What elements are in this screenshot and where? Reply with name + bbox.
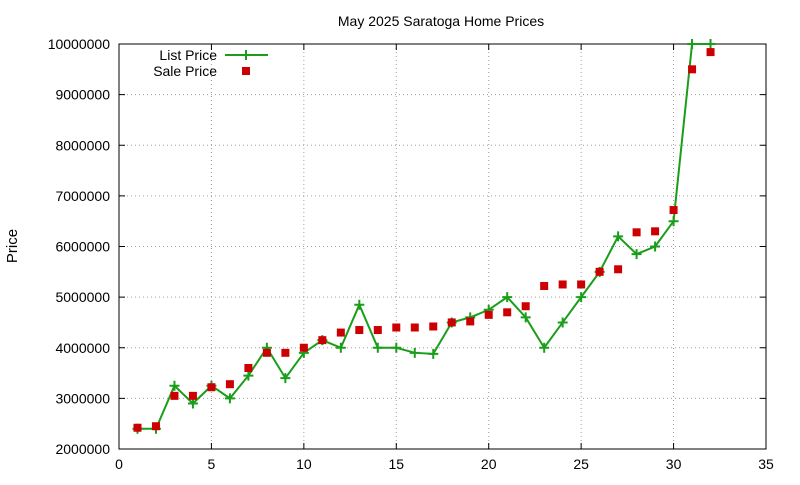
y-tick-label-7: 9000000 bbox=[55, 87, 110, 103]
list-price-point-2 bbox=[169, 380, 180, 391]
sale-price-point-10 bbox=[318, 336, 327, 345]
tick-labels: 0 5 10 15 20 25 30 35 2000000 3000000 4000000 50000… bbox=[48, 36, 774, 472]
list-price-point-23 bbox=[557, 317, 568, 328]
list-price-point-13 bbox=[372, 342, 383, 353]
sale-price-point-1 bbox=[151, 422, 160, 431]
sale-price-point-4 bbox=[207, 383, 216, 392]
x-tick-label-5: 25 bbox=[573, 456, 589, 472]
series-line-list-price bbox=[137, 43, 711, 430]
list-price-point-12 bbox=[354, 299, 365, 310]
x-tick-label-2: 10 bbox=[296, 456, 312, 472]
y-tick-label-6: 8000000 bbox=[55, 137, 110, 153]
sale-price-point-17 bbox=[447, 318, 456, 327]
sale-price-point-0 bbox=[133, 423, 142, 432]
list-price-point-11 bbox=[335, 342, 346, 353]
list-price-point-21 bbox=[520, 312, 531, 323]
sale-price-point-30 bbox=[688, 65, 697, 74]
list-price-point-8 bbox=[280, 373, 291, 384]
sale-price-point-7 bbox=[262, 348, 271, 357]
y-axis-label: Price bbox=[4, 229, 21, 263]
legend-sample-sale-price-marker bbox=[242, 67, 250, 75]
x-tick-label-1: 5 bbox=[208, 456, 216, 472]
list-price-point-24 bbox=[576, 292, 587, 303]
sale-price-point-24 bbox=[577, 280, 586, 289]
sale-price-point-14 bbox=[392, 323, 401, 332]
y-tick-label-5: 7000000 bbox=[55, 188, 110, 204]
list-price-point-29 bbox=[668, 216, 679, 227]
list-price-point-31 bbox=[705, 39, 716, 49]
x-tick-label-0: 0 bbox=[115, 456, 123, 472]
sale-price-point-8 bbox=[281, 348, 290, 357]
legend-label-list-price: List Price bbox=[159, 47, 217, 63]
sale-price-point-29 bbox=[669, 206, 678, 215]
list-price-point-30 bbox=[687, 39, 698, 49]
sale-price-point-27 bbox=[632, 228, 641, 237]
list-price-point-22 bbox=[539, 342, 550, 353]
list-price-point-5 bbox=[224, 393, 235, 404]
sale-price-point-12 bbox=[355, 326, 364, 335]
sale-price-point-9 bbox=[299, 343, 308, 352]
y-tick-label-2: 4000000 bbox=[55, 340, 110, 356]
legend-sample-list-price-marker bbox=[241, 50, 251, 60]
series-1 bbox=[133, 48, 715, 432]
axes bbox=[118, 43, 767, 450]
list-price-point-28 bbox=[650, 241, 661, 252]
sale-price-point-15 bbox=[410, 323, 419, 332]
list-price-point-16 bbox=[428, 348, 439, 359]
x-tick-label-7: 35 bbox=[758, 456, 774, 472]
x-tick-label-6: 30 bbox=[666, 456, 682, 472]
sale-price-point-2 bbox=[170, 391, 179, 400]
sale-price-point-20 bbox=[503, 308, 512, 317]
y-tick-label-8: 10000000 bbox=[48, 36, 111, 52]
sale-price-point-6 bbox=[244, 364, 253, 372]
legend: List Price Sale Price bbox=[153, 47, 268, 79]
list-price-point-26 bbox=[613, 231, 624, 242]
sale-price-point-18 bbox=[466, 317, 475, 326]
sale-price-point-31 bbox=[706, 48, 715, 57]
chart-title: May 2025 Saratoga Home Prices bbox=[338, 13, 544, 29]
list-price-point-3 bbox=[187, 398, 198, 409]
x-tick-label-4: 20 bbox=[481, 456, 497, 472]
sale-price-point-19 bbox=[484, 310, 493, 319]
y-tick-label-4: 6000000 bbox=[55, 239, 110, 255]
sale-price-point-5 bbox=[225, 380, 234, 389]
sale-price-point-28 bbox=[651, 227, 660, 236]
sale-price-point-13 bbox=[373, 326, 382, 335]
data-series bbox=[132, 39, 716, 434]
y-tick-label-0: 2000000 bbox=[55, 441, 110, 457]
list-price-point-14 bbox=[391, 342, 402, 353]
y-tick-label-1: 3000000 bbox=[55, 390, 110, 406]
y-tick-label-3: 5000000 bbox=[55, 289, 110, 305]
sale-price-point-25 bbox=[595, 267, 604, 276]
legend-label-sale-price: Sale Price bbox=[153, 63, 217, 79]
sale-price-point-3 bbox=[188, 391, 197, 400]
sale-price-point-26 bbox=[614, 265, 623, 274]
list-price-point-27 bbox=[631, 249, 642, 260]
sale-price-point-22 bbox=[540, 281, 549, 290]
list-price-point-15 bbox=[409, 347, 420, 358]
sale-price-point-11 bbox=[336, 328, 345, 337]
sale-price-point-21 bbox=[521, 302, 530, 311]
list-price-point-20 bbox=[502, 292, 513, 303]
x-tick-label-3: 15 bbox=[388, 456, 404, 472]
sale-price-point-23 bbox=[558, 280, 567, 289]
series-0 bbox=[132, 39, 716, 434]
sale-price-point-16 bbox=[429, 322, 438, 331]
list-price-point-6 bbox=[243, 370, 254, 381]
